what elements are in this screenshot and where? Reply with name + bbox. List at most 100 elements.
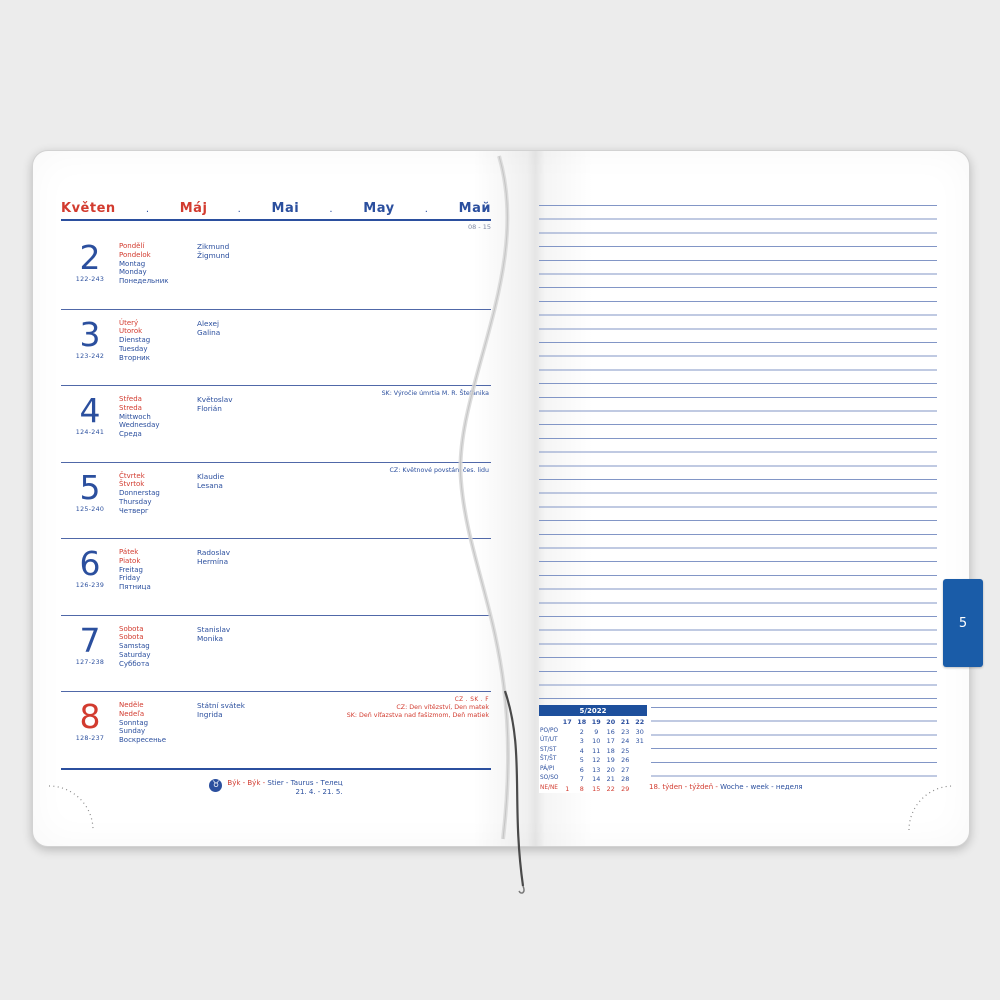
day-name-line: Wednesday	[119, 421, 160, 430]
mini-calendar-date: 15	[592, 784, 601, 793]
mini-calendar-date: 23	[621, 727, 630, 736]
zodiac-names-blue: Stier - Taurus - Телец	[267, 778, 343, 787]
day-name-line: Freitag	[119, 565, 143, 574]
mini-calendar-date	[560, 747, 575, 755]
mini-calendar-date: 31	[635, 737, 644, 745]
week-label-red: 18. týden - týždeň -	[649, 783, 718, 791]
mini-calendar-week-number: 17	[562, 718, 572, 726]
namedays: Stanislav Monika	[197, 616, 491, 692]
day-row-5: 5 125-240 Čtvrtek Štvrtok Donnerstag Thursday…	[61, 461, 491, 539]
day-notes: SK: Výročie úmrtia M. R. Štefánika	[382, 390, 489, 398]
namedays: Květoslav Florián	[197, 386, 491, 462]
nameday: Žigmund	[197, 251, 230, 260]
mini-calendar-date	[560, 737, 575, 745]
month-name-1: Květen	[61, 201, 116, 216]
mini-calendar-week-number: 21	[620, 718, 630, 726]
mini-calendar-date: 22	[606, 784, 615, 793]
mini-calendar-date: 26	[621, 756, 630, 764]
mini-calendar-date: 13	[592, 765, 601, 774]
day-name-line: Streda	[119, 403, 142, 412]
day-number: 7	[79, 620, 101, 660]
day-name-line: Pondelok	[119, 250, 151, 259]
nameday: Ingrida	[197, 710, 223, 719]
mini-calendar-date: 28	[621, 775, 630, 783]
day-name-line: Monday	[119, 268, 147, 277]
header-rule	[61, 219, 491, 221]
mini-calendar-day-label: SO/SO	[540, 775, 559, 781]
day-note: SK: Výročie úmrtia M. R. Štefánika	[381, 390, 489, 397]
week-label-blue: Woche - week - неделя	[720, 783, 803, 791]
day-notes: CZ . SK . F CZ: Den vítězství, Den matek S…	[347, 696, 489, 720]
day-name-line: Tuesday	[119, 344, 148, 353]
month-tab: 5	[943, 579, 983, 667]
mini-calendar-week-number: 20	[606, 718, 616, 726]
mini-calendar-date: 7	[579, 775, 584, 783]
day-name-line: Štvrtok	[119, 480, 145, 489]
nameday: Státní svátek	[197, 701, 245, 710]
day-names: Čtvrtek Štvrtok Donnerstag Thursday Четверг	[119, 463, 197, 539]
day-names: Středa Streda Mittwoch Wednesday Среда	[119, 386, 197, 462]
day-of-year: 127-238	[75, 658, 105, 666]
taurus-bull-icon: ♉	[209, 778, 223, 792]
day-name-line: Sobota	[119, 624, 144, 633]
month-name-5: Май	[458, 201, 491, 216]
day-name-line: Thursday	[119, 497, 152, 506]
day-names: Pondělí Pondelok Montag Monday Понедельник	[119, 233, 197, 309]
day-name-line: Samstag	[119, 642, 150, 651]
day-names: Pátek Piatok Freitag Friday Пятница	[119, 539, 197, 615]
left-page: Květen. Máj. Mai. May. Май 08 - 15 2 122-243 P…	[61, 201, 491, 797]
mini-calendar-date: 8	[579, 784, 584, 793]
mini-calendar-date: 18	[606, 746, 615, 755]
mini-calendar-date: 16	[606, 727, 615, 736]
nameday: Galina	[197, 327, 221, 337]
day-row-6: 6 126-239 Pátek Piatok Freitag Friday Пятница R…	[61, 538, 491, 615]
nameday: Alexej	[197, 318, 219, 328]
mini-calendar-date	[560, 766, 575, 774]
month-separator: .	[237, 204, 242, 215]
namedays: Alexej Galina	[197, 310, 491, 386]
day-name-line: Понедельник	[119, 277, 169, 286]
mini-calendar-date: 25	[621, 746, 630, 755]
day-name-line: Nedeľa	[119, 709, 145, 718]
mini-calendar-title: 5/2022	[539, 705, 647, 716]
day-number: 8	[79, 697, 101, 736]
mini-calendar-day-label: ÚT/UT	[540, 737, 558, 743]
mini-calendar-date	[633, 775, 648, 783]
day-name-line: Donnerstag	[119, 489, 160, 498]
zodiac-text: Býk - Býk - Stier - Taurus - Телец 21. 4…	[227, 779, 342, 797]
nameday: Zikmund	[197, 242, 230, 251]
mini-calendar-date: 24	[621, 737, 630, 745]
day-name-line: Вторник	[119, 353, 150, 362]
day-number: 3	[79, 314, 101, 354]
mini-calendar-date: 29	[621, 784, 630, 793]
day-names: Neděle Nedeľa Sonntag Sunday Воскресенье	[119, 692, 197, 768]
month-name-3: Mai	[271, 201, 300, 216]
mini-calendar: 5/2022 17 18 19 20 21 22 PO/PO 2 9 16 23 30 ÚT/UT 3 10…	[539, 705, 647, 793]
mini-calendar-date: 6	[579, 765, 584, 774]
day-number-column: 3 123-242	[61, 310, 119, 386]
mini-calendar-week-number: 18	[577, 718, 587, 726]
day-note: SK: Deň víťazstva nad fašizmom, Deň mati…	[346, 712, 489, 719]
mini-calendar-date	[633, 785, 648, 793]
day-of-year: 128-237	[75, 735, 105, 742]
mini-calendar-day-label: PO/PO	[540, 727, 559, 734]
day-number-column: 6 126-239	[61, 539, 119, 615]
mini-calendar-date: 12	[592, 756, 601, 764]
day-name-line: Dienstag	[119, 336, 151, 345]
day-number: 2	[79, 238, 101, 277]
day-note: CZ . SK . F	[454, 697, 489, 703]
bookmark-ribbon	[503, 690, 525, 887]
day-name-line: Sobota	[119, 633, 144, 642]
day-note: CZ: Květnové povstání čes. lidu	[389, 466, 489, 474]
day-row-7: 7 127-238 Sobota Sobota Samstag Saturday Суббо…	[61, 614, 491, 692]
day-name-line: Sonntag	[119, 718, 149, 727]
day-number: 4	[79, 391, 101, 430]
day-row-4: 4 124-241 Středa Streda Mittwoch Wednesday Сре…	[61, 385, 491, 462]
planner-spread: Květen. Máj. Mai. May. Май 08 - 15 2 122-243 P…	[32, 150, 983, 894]
mini-calendar-date: 3	[579, 737, 584, 745]
month-separator: .	[329, 204, 334, 215]
day-name-line: Pátek	[119, 548, 139, 556]
month-name-2: Máj	[179, 201, 208, 216]
day-of-year: 124-241	[75, 429, 105, 436]
mini-calendar-date: 5	[579, 756, 584, 764]
